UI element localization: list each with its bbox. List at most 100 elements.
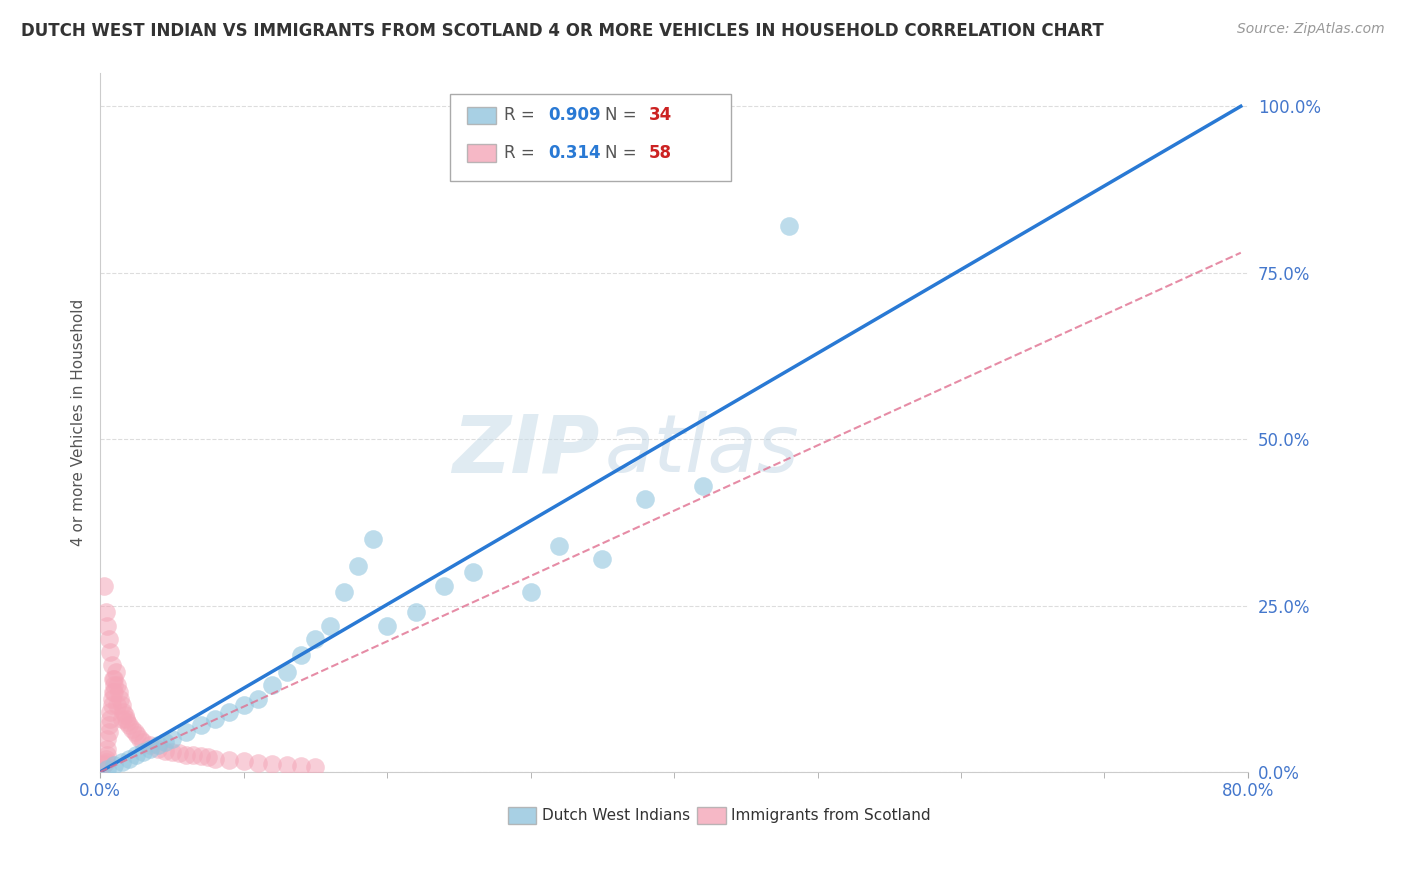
Point <box>276 758 298 772</box>
Text: R =: R = <box>505 106 534 124</box>
Point <box>112 705 135 719</box>
Point <box>146 741 169 756</box>
Point <box>160 731 183 746</box>
Point <box>103 678 125 692</box>
Point <box>146 739 169 753</box>
Point <box>204 712 226 726</box>
Point <box>174 725 197 739</box>
Text: 0.314: 0.314 <box>548 144 600 161</box>
Point <box>105 678 128 692</box>
Point <box>111 755 134 769</box>
Point <box>347 558 370 573</box>
Point <box>101 672 124 686</box>
Point <box>153 744 176 758</box>
Text: Source: ZipAtlas.com: Source: ZipAtlas.com <box>1237 22 1385 37</box>
Point <box>114 708 136 723</box>
Point <box>96 762 118 776</box>
Point <box>132 745 155 759</box>
Point <box>104 665 127 679</box>
Point <box>304 759 326 773</box>
Point <box>591 552 613 566</box>
Text: Dutch West Indians: Dutch West Indians <box>543 808 690 822</box>
Text: 0.909: 0.909 <box>548 106 600 124</box>
Point <box>98 712 121 726</box>
Bar <box>467 145 496 161</box>
Point <box>117 714 139 729</box>
Point <box>94 605 117 619</box>
Point <box>96 748 118 763</box>
Point <box>118 718 141 732</box>
Point <box>127 728 149 742</box>
Bar <box>467 106 496 124</box>
Point <box>548 539 571 553</box>
Point <box>634 491 657 506</box>
Point <box>190 749 212 764</box>
Point <box>124 725 146 739</box>
Point <box>232 698 254 713</box>
Point <box>96 741 118 756</box>
Text: atlas: atlas <box>605 411 800 490</box>
Point <box>375 618 398 632</box>
Text: Immigrants from Scotland: Immigrants from Scotland <box>731 808 931 822</box>
Point <box>778 219 800 233</box>
Point <box>218 705 240 719</box>
Point <box>103 758 125 772</box>
Point <box>139 739 162 753</box>
Y-axis label: 4 or more Vehicles in Household: 4 or more Vehicles in Household <box>72 299 86 546</box>
Point <box>290 648 312 663</box>
Point <box>139 741 162 756</box>
Point <box>103 672 125 686</box>
Point <box>129 731 152 746</box>
Point <box>132 735 155 749</box>
Point <box>100 691 122 706</box>
Point <box>91 758 114 772</box>
Point <box>110 691 132 706</box>
Point <box>304 632 326 646</box>
Point <box>183 748 205 763</box>
Point <box>519 585 541 599</box>
Point <box>96 618 118 632</box>
Bar <box>697 807 725 824</box>
Point <box>246 756 269 770</box>
Point <box>100 658 122 673</box>
Point <box>290 759 312 773</box>
Point <box>190 718 212 732</box>
Point <box>93 578 115 592</box>
Text: 34: 34 <box>648 106 672 124</box>
Point <box>692 479 714 493</box>
Point <box>98 705 121 719</box>
Point <box>115 712 138 726</box>
Point <box>276 665 298 679</box>
Point <box>361 532 384 546</box>
Bar <box>508 807 536 824</box>
Point <box>93 756 115 771</box>
Point <box>107 685 129 699</box>
Point <box>262 678 284 692</box>
Point <box>160 745 183 759</box>
Point <box>153 735 176 749</box>
FancyBboxPatch shape <box>450 94 731 181</box>
Text: N =: N = <box>605 144 637 161</box>
Point <box>98 645 121 659</box>
Point <box>101 685 124 699</box>
Point <box>246 691 269 706</box>
Point <box>97 725 120 739</box>
Point <box>174 747 197 762</box>
Point <box>262 756 284 771</box>
Text: DUTCH WEST INDIAN VS IMMIGRANTS FROM SCOTLAND 4 OR MORE VEHICLES IN HOUSEHOLD CO: DUTCH WEST INDIAN VS IMMIGRANTS FROM SCO… <box>21 22 1104 40</box>
Point <box>318 618 340 632</box>
Point <box>97 632 120 646</box>
Point <box>105 698 128 713</box>
Point <box>218 753 240 767</box>
Text: 58: 58 <box>648 144 672 161</box>
Point <box>111 712 134 726</box>
Point <box>103 685 125 699</box>
Point <box>94 752 117 766</box>
Point <box>463 566 485 580</box>
Point <box>96 731 118 746</box>
Point <box>405 605 427 619</box>
Point <box>167 747 190 761</box>
Point <box>94 755 117 769</box>
Point <box>433 578 456 592</box>
Point <box>121 722 143 736</box>
